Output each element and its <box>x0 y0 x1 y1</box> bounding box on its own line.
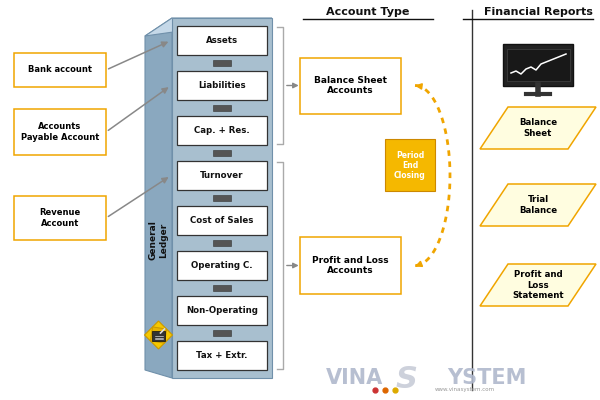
FancyBboxPatch shape <box>14 109 106 155</box>
Text: Financial Reports: Financial Reports <box>484 7 592 17</box>
Text: Liabilities: Liabilities <box>198 81 246 90</box>
FancyBboxPatch shape <box>177 251 267 280</box>
Text: General
Ledger: General Ledger <box>149 220 168 260</box>
FancyBboxPatch shape <box>177 116 267 145</box>
Text: Profit and
Loss
Statement: Profit and Loss Statement <box>512 270 564 300</box>
FancyBboxPatch shape <box>213 150 231 156</box>
FancyBboxPatch shape <box>213 330 231 336</box>
Text: VINA: VINA <box>326 368 383 388</box>
FancyBboxPatch shape <box>177 161 267 190</box>
FancyBboxPatch shape <box>213 60 231 66</box>
FancyBboxPatch shape <box>213 285 231 291</box>
FancyBboxPatch shape <box>14 196 106 240</box>
Text: Balance Sheet
Accounts: Balance Sheet Accounts <box>314 76 386 95</box>
Text: Assets: Assets <box>206 36 238 45</box>
Text: Cap. + Res.: Cap. + Res. <box>194 126 250 135</box>
FancyBboxPatch shape <box>506 48 569 80</box>
Polygon shape <box>145 18 172 378</box>
FancyBboxPatch shape <box>213 240 231 246</box>
Text: www.vinasystem.com: www.vinasystem.com <box>435 388 495 392</box>
Text: Profit and Loss
Accounts: Profit and Loss Accounts <box>311 256 388 275</box>
Polygon shape <box>145 321 173 349</box>
Text: Trial
Balance: Trial Balance <box>519 195 557 215</box>
Text: Period
End
Closing: Period End Closing <box>394 150 426 180</box>
FancyBboxPatch shape <box>213 105 231 111</box>
FancyBboxPatch shape <box>177 26 267 55</box>
Text: Tax + Extr.: Tax + Extr. <box>196 351 248 360</box>
Polygon shape <box>480 264 596 306</box>
Text: Non-Operating: Non-Operating <box>186 306 258 315</box>
FancyBboxPatch shape <box>385 140 434 192</box>
FancyBboxPatch shape <box>177 296 267 325</box>
Text: Revenue
Account: Revenue Account <box>40 208 80 228</box>
Text: Balance
Sheet: Balance Sheet <box>519 118 557 138</box>
Polygon shape <box>480 184 596 226</box>
Text: Operating C.: Operating C. <box>191 261 253 270</box>
FancyBboxPatch shape <box>152 330 165 340</box>
FancyBboxPatch shape <box>14 53 106 87</box>
Text: Cost of Sales: Cost of Sales <box>190 216 254 225</box>
Text: S: S <box>396 366 418 394</box>
FancyBboxPatch shape <box>299 58 401 114</box>
Polygon shape <box>145 18 272 36</box>
Polygon shape <box>480 107 596 149</box>
FancyBboxPatch shape <box>299 238 401 294</box>
FancyBboxPatch shape <box>177 341 267 370</box>
FancyBboxPatch shape <box>213 195 231 201</box>
Text: Bank account: Bank account <box>28 66 92 74</box>
Text: YSTEM: YSTEM <box>447 368 526 388</box>
Text: Account Type: Account Type <box>326 7 410 17</box>
Polygon shape <box>172 18 272 378</box>
Text: Turnover: Turnover <box>200 171 244 180</box>
FancyBboxPatch shape <box>177 71 267 100</box>
FancyBboxPatch shape <box>177 206 267 235</box>
Polygon shape <box>151 327 167 343</box>
Text: Accounts
Payable Account: Accounts Payable Account <box>21 122 99 142</box>
FancyBboxPatch shape <box>503 44 573 86</box>
